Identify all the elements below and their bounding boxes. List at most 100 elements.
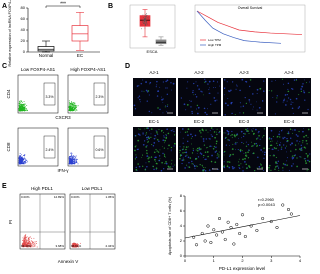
signal xyxy=(192,149,195,152)
cell-dot xyxy=(22,160,24,162)
signal xyxy=(286,140,288,143)
cell-dot xyxy=(23,244,25,246)
signal xyxy=(268,166,270,169)
signal xyxy=(284,94,287,96)
signal xyxy=(256,88,259,91)
signal xyxy=(135,156,138,159)
cell-dot xyxy=(35,241,37,243)
signal xyxy=(302,140,304,142)
cell-dot xyxy=(20,158,22,160)
cell-dot xyxy=(20,101,22,103)
signal xyxy=(245,102,247,105)
label: 20 xyxy=(21,38,26,43)
cell-dot xyxy=(22,245,24,247)
label: E xyxy=(2,183,7,190)
signal xyxy=(166,87,168,89)
signal xyxy=(281,146,283,148)
cell-dot xyxy=(27,244,29,246)
signal xyxy=(245,145,248,147)
signal xyxy=(156,80,158,83)
cell-dot xyxy=(20,106,21,108)
cell-dot xyxy=(74,109,76,111)
cell-dot xyxy=(69,106,71,108)
label: 12.89% xyxy=(54,195,65,199)
signal xyxy=(145,81,147,83)
signal xyxy=(283,83,285,85)
signal xyxy=(147,158,149,160)
signal xyxy=(209,130,211,132)
signal xyxy=(197,106,200,109)
signal xyxy=(259,87,262,90)
signal xyxy=(182,142,184,144)
signal xyxy=(227,98,229,99)
signal xyxy=(161,146,163,148)
signal xyxy=(262,90,265,92)
signal xyxy=(139,98,141,101)
signal xyxy=(199,163,201,166)
plot-frame xyxy=(194,4,306,53)
signal xyxy=(202,140,205,142)
gate xyxy=(93,82,106,106)
label: AJ-2 xyxy=(194,70,204,75)
signal xyxy=(223,166,226,169)
signal xyxy=(245,167,248,170)
signal xyxy=(272,136,275,138)
cell-dot xyxy=(69,159,71,161)
signal xyxy=(179,146,181,148)
cell-dot xyxy=(25,245,27,247)
point xyxy=(229,225,233,230)
signal xyxy=(217,92,219,94)
cell-dot xyxy=(36,243,37,245)
signal xyxy=(242,112,245,114)
signal xyxy=(195,96,198,98)
cell-dot xyxy=(26,241,28,243)
cell-dot xyxy=(27,161,29,163)
cell-dot xyxy=(70,105,72,107)
signal xyxy=(230,102,232,104)
cell-dot xyxy=(23,240,25,242)
cell-dot xyxy=(20,105,22,107)
signal xyxy=(298,106,300,108)
signal xyxy=(252,128,254,130)
signal xyxy=(139,101,141,103)
signal xyxy=(196,147,199,150)
signal xyxy=(180,97,183,99)
signal xyxy=(153,151,156,154)
signal xyxy=(162,139,165,142)
cell-dot xyxy=(19,102,21,104)
cell-dot xyxy=(24,242,26,244)
signal xyxy=(282,167,284,169)
cell-dot xyxy=(24,109,26,111)
signal xyxy=(244,161,246,163)
signal xyxy=(142,133,144,135)
signal xyxy=(194,93,196,96)
signal xyxy=(185,109,187,111)
cell-dot xyxy=(70,161,72,163)
signal xyxy=(277,144,278,146)
label: High PDL1 xyxy=(31,186,53,191)
signal xyxy=(275,80,276,81)
signal xyxy=(300,88,303,90)
signal xyxy=(158,155,161,157)
cell-dot xyxy=(21,100,23,102)
signal xyxy=(212,80,215,82)
cell-dot xyxy=(34,243,36,245)
signal xyxy=(269,144,272,147)
signal xyxy=(163,132,165,134)
cell-dot xyxy=(21,159,23,161)
cell-dot xyxy=(73,103,75,105)
cell-dot xyxy=(72,245,74,247)
cell-dot xyxy=(30,246,32,248)
signal xyxy=(304,79,306,81)
signal xyxy=(303,91,306,94)
signal xyxy=(135,168,138,171)
label: AJ-3 xyxy=(239,70,249,75)
flow-frame xyxy=(67,74,109,114)
cell-dot xyxy=(24,161,26,163)
signal xyxy=(191,163,193,165)
signal xyxy=(155,160,156,162)
jitter xyxy=(144,15,145,17)
signal xyxy=(229,145,230,146)
cell-dot xyxy=(29,240,31,242)
signal xyxy=(299,148,301,150)
